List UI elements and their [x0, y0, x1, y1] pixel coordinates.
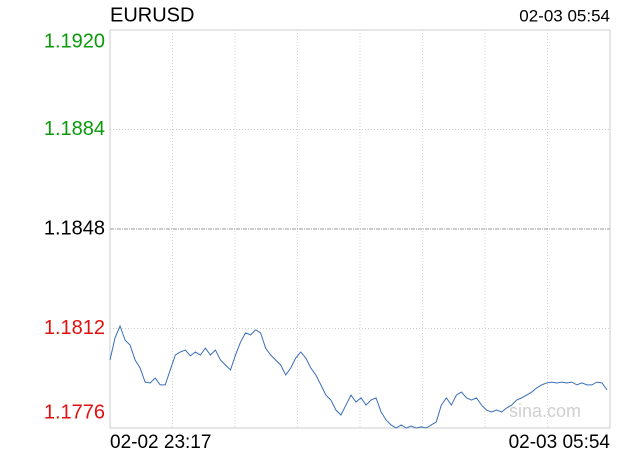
current-time: 02-03 05:54 — [519, 6, 610, 25]
y-tick-label: 1.1920 — [44, 30, 105, 52]
y-tick-label: 1.1884 — [44, 118, 105, 140]
chart-title: EURUSD — [110, 4, 194, 26]
x-tick-label: 02-03 05:54 — [509, 432, 611, 453]
y-tick-label: 1.1812 — [44, 317, 105, 339]
x-tick-label: 02-02 23:17 — [110, 432, 211, 453]
watermark: sina.com — [509, 401, 581, 421]
price-line — [109, 324, 608, 429]
y-tick-label: 1.1848 — [44, 217, 105, 239]
y-tick-label: 1.1776 — [44, 401, 105, 423]
